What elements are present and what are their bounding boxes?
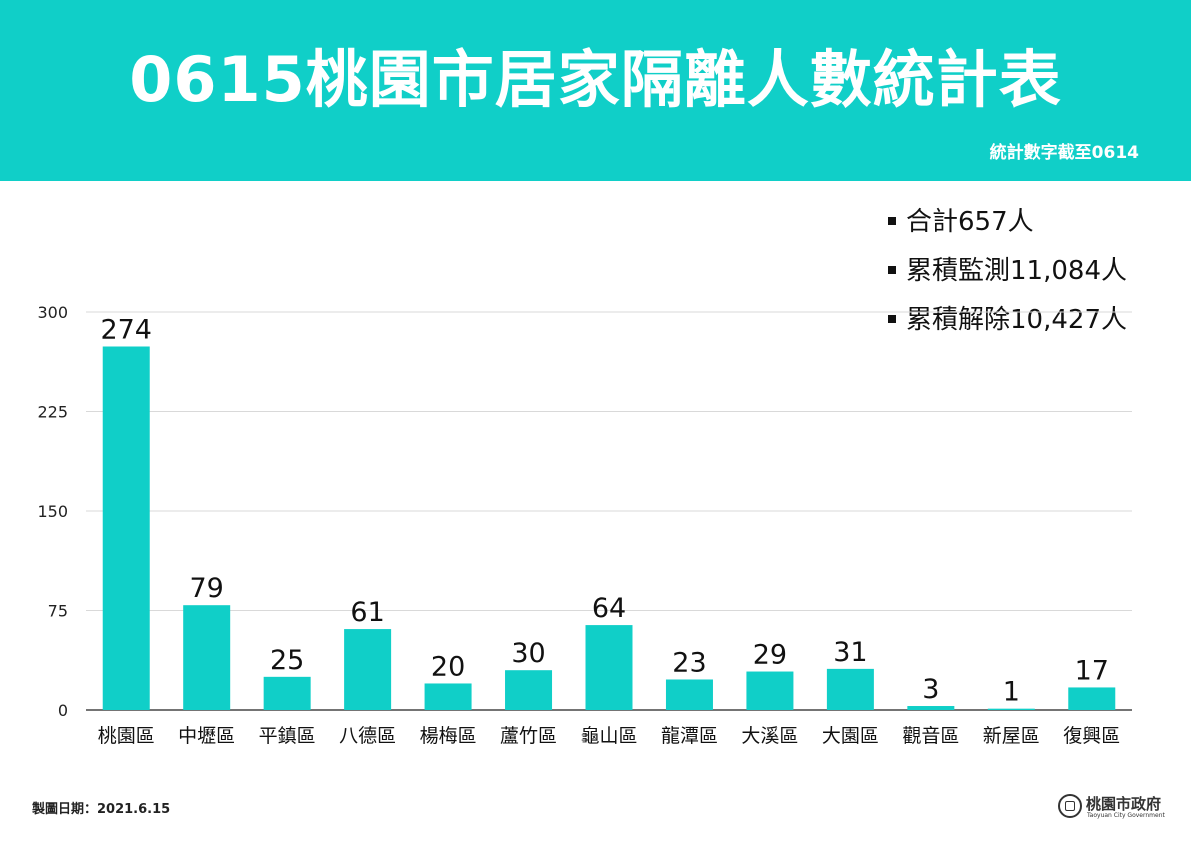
data-label: 79 [190, 573, 224, 604]
summary-unit: 人 [1007, 207, 1034, 237]
y-tick-label: 300 [37, 303, 68, 322]
x-tick-label: 大園區 [822, 725, 879, 747]
bullet-square-icon [888, 314, 896, 323]
bar-龜山區 [585, 625, 633, 710]
data-label: 274 [100, 314, 152, 345]
x-tick-label: 平鎮區 [259, 725, 316, 747]
logo-name: 桃園市政府 [1086, 795, 1162, 813]
summary-total: 合計657人 [888, 206, 1188, 238]
x-tick-label: 復興區 [1063, 725, 1120, 747]
bar-大園區 [826, 668, 874, 710]
summary-value: 10,427 [1010, 305, 1101, 335]
bar-蘆竹區 [505, 670, 553, 710]
y-tick-label: 75 [48, 602, 68, 621]
x-tick-label: 大溪區 [741, 725, 798, 747]
x-tick-label: 中壢區 [178, 725, 235, 747]
bar-桃園區 [102, 346, 150, 710]
as-of-note: 統計數字截至0614 [989, 143, 1139, 163]
x-tick-label: 龍潭區 [661, 725, 718, 747]
x-tick-label: 蘆竹區 [500, 725, 557, 747]
data-label: 17 [1075, 655, 1109, 686]
city-seal-icon [1058, 794, 1082, 818]
summary-panel: 合計657人 累積監測11,084人 累積解除10,427人 [888, 206, 1188, 353]
bar-觀音區 [907, 706, 955, 710]
header-banner: 0615桃園市居家隔離人數統計表 統計數字截至0614 [0, 0, 1191, 181]
summary-cumulative-released: 累積解除10,427人 [888, 304, 1188, 336]
page-title: 0615桃園市居家隔離人數統計表 [129, 43, 1062, 116]
y-tick-label: 0 [58, 701, 68, 720]
data-label: 25 [270, 645, 304, 676]
data-label: 31 [833, 637, 867, 668]
bar-大溪區 [746, 671, 794, 710]
chart-date: 製圖日期：2021.6.15 [32, 802, 171, 817]
data-label: 1 [1003, 677, 1020, 708]
bullet-square-icon [888, 265, 896, 274]
x-tick-label: 楊梅區 [420, 725, 477, 747]
data-label: 29 [753, 640, 787, 671]
government-logo: 桃園市政府 Taoyuan City Government [1058, 792, 1178, 826]
data-label: 20 [431, 651, 465, 682]
y-tick-label: 225 [37, 403, 68, 422]
y-tick-label: 150 [37, 502, 68, 521]
x-tick-label: 八德區 [339, 725, 396, 747]
summary-unit: 人 [1101, 256, 1128, 286]
summary-unit: 人 [1101, 305, 1128, 335]
bar-八德區 [344, 629, 392, 710]
x-tick-label: 觀音區 [902, 725, 959, 747]
summary-label: 合計 [906, 207, 959, 237]
summary-cumulative-monitored: 累積監測11,084人 [888, 255, 1188, 287]
data-label: 3 [922, 674, 939, 705]
data-label: 23 [672, 647, 706, 678]
summary-value: 657 [958, 207, 1008, 237]
summary-label: 累積解除 [906, 305, 1011, 335]
bar-楊梅區 [424, 683, 472, 710]
bar-中壢區 [183, 605, 231, 710]
bar-龍潭區 [665, 679, 713, 710]
bar-復興區 [1068, 687, 1116, 710]
data-label: 64 [592, 593, 626, 624]
data-label: 30 [511, 638, 545, 669]
x-tick-label: 新屋區 [983, 725, 1040, 747]
x-tick-label: 桃園區 [98, 725, 155, 747]
bullet-square-icon [888, 216, 896, 225]
data-label: 61 [350, 597, 384, 628]
summary-value: 11,084 [1010, 256, 1101, 286]
logo-subtitle: Taoyuan City Government [1087, 812, 1165, 819]
bar-平鎮區 [263, 676, 311, 710]
summary-label: 累積監測 [906, 256, 1011, 286]
bar-新屋區 [987, 708, 1035, 710]
x-tick-label: 龜山區 [580, 725, 637, 747]
